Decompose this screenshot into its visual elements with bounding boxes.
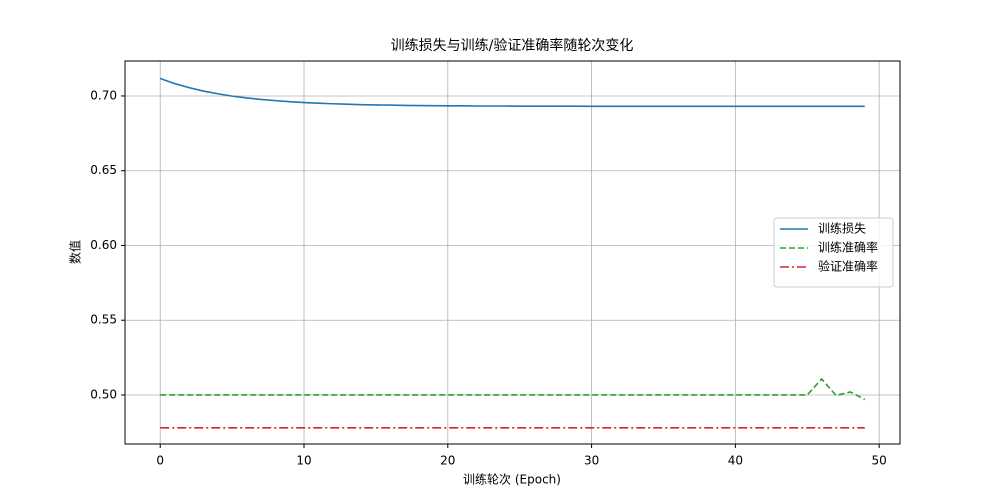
y-tick-label: 0.70 [90,88,117,102]
x-axis-label: 训练轮次 (Epoch) [463,472,561,487]
y-tick-label: 0.60 [90,238,117,252]
plot-frame [124,60,901,445]
data-line [159,77,865,108]
x-tick-label: 50 [872,454,887,468]
legend-label: 训练损失 [818,221,866,236]
x-tick-label: 0 [156,454,164,468]
y-tick-label: 0.65 [90,163,117,177]
chart-title: 训练损失与训练/验证准确率随轮次变化 [391,37,634,54]
data-line [160,377,866,401]
y-axis-label: 数值 [68,240,83,264]
x-tick-label: 40 [728,454,743,468]
legend-label: 验证准确率 [818,259,878,274]
x-tick-label: 10 [296,454,311,468]
legend-label: 训练准确率 [818,240,878,255]
y-tick-label: 0.50 [90,387,117,401]
y-tick-label: 0.55 [90,313,117,327]
x-tick-label: 30 [584,454,599,468]
x-tick-label: 20 [440,454,455,468]
legend-box [773,217,894,288]
